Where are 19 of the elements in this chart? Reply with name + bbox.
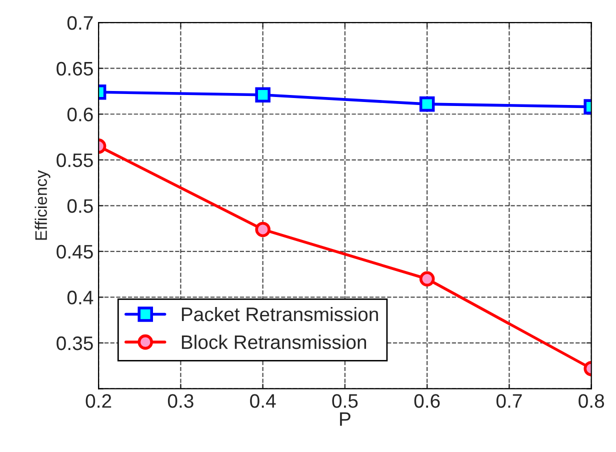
- legend-label: Packet Retransmission: [182, 306, 378, 322]
- y-tick-label: 0.5: [67, 199, 93, 213]
- x-tick-label: 0.2: [86, 394, 112, 408]
- x-tick-label: 0.7: [496, 394, 522, 408]
- x-tick-label: 0.5: [332, 394, 358, 408]
- x-axis-title: P: [340, 412, 350, 426]
- x-tick-label: 0.4: [250, 394, 276, 408]
- y-tick-label: 0.7: [67, 16, 93, 30]
- y-axis-title: Efficiency: [34, 170, 50, 240]
- x-tick-label: 0.3: [168, 394, 194, 408]
- legend-label: Block Retransmission: [182, 334, 366, 350]
- x-tick-label: 0.8: [578, 394, 604, 408]
- y-tick-label: 0.45: [56, 244, 93, 259]
- y-tick-label: 0.65: [56, 62, 93, 76]
- y-tick-label: 0.55: [56, 153, 93, 168]
- y-tick-label: 0.6: [67, 108, 93, 122]
- x-tick-label: 0.6: [414, 394, 440, 408]
- y-tick-label: 0.35: [56, 336, 93, 350]
- y-tick-label: 0.4: [67, 290, 94, 304]
